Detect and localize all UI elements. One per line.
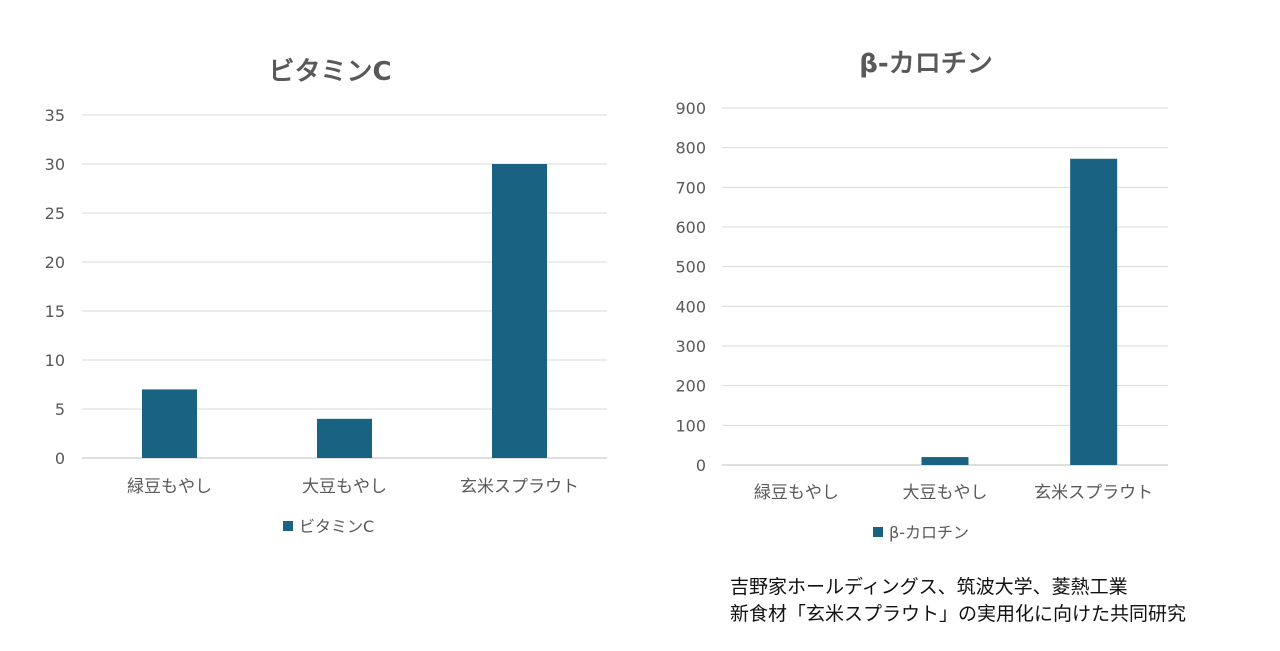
y-tick-label: 600 (675, 218, 706, 237)
bar (1070, 158, 1118, 466)
x-category-label: 大豆もやし (903, 483, 988, 503)
legend-swatch (283, 521, 293, 531)
source-note: 吉野家ホールディングス、筑波大学、菱熱工業 新食材「玄米スプラウト」の実用化に向… (730, 574, 1186, 628)
y-tick-label: 400 (675, 297, 706, 316)
y-tick-label: 0 (696, 456, 706, 475)
x-category-label: 緑豆もやし (754, 483, 839, 503)
legend-swatch (873, 527, 883, 537)
x-category-label: 玄米スプラウト (1034, 483, 1153, 503)
x-category-label: 大豆もやし (302, 477, 387, 497)
x-category-label: 玄米スプラウト (460, 477, 579, 497)
y-tick-label: 15 (45, 302, 65, 321)
y-tick-label: 35 (45, 106, 65, 125)
y-tick-label: 5 (55, 400, 65, 419)
y-tick-label: 10 (45, 351, 65, 370)
chart-title: ビタミンC (268, 57, 391, 87)
bar (142, 389, 197, 458)
y-tick-label: 500 (675, 258, 706, 277)
y-tick-label: 700 (675, 178, 706, 197)
y-tick-label: 20 (45, 253, 65, 272)
y-tick-label: 30 (45, 155, 65, 174)
y-tick-label: 200 (675, 377, 706, 396)
y-tick-label: 900 (675, 99, 706, 118)
y-tick-label: 800 (675, 139, 706, 158)
y-tick-label: 25 (45, 204, 65, 223)
chart-title: β-カロチン (859, 49, 992, 79)
bar (492, 164, 547, 458)
source-line-2: 新食材「玄米スプラウト」の実用化に向けた共同研究 (730, 603, 1187, 625)
bar (921, 457, 969, 465)
y-tick-label: 300 (675, 337, 706, 356)
bar (317, 418, 372, 458)
y-tick-label: 0 (55, 449, 65, 468)
y-tick-label: 100 (675, 416, 706, 435)
legend-label: ビタミンC (299, 517, 374, 536)
legend-label: β-カロチン (889, 523, 969, 542)
source-line-1: 吉野家ホールディングス、筑波大学、菱熱工業 (730, 576, 1128, 598)
x-category-label: 緑豆もやし (127, 477, 212, 497)
